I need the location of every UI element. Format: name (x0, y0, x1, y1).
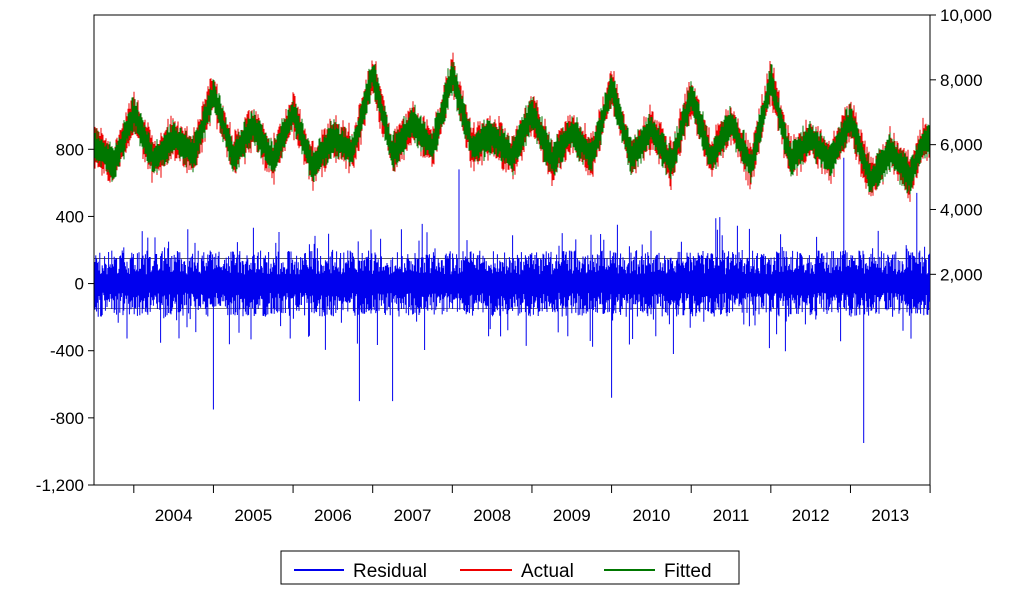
x-axis-tick-label: 2004 (155, 506, 193, 525)
left-axis-tick-label: 800 (56, 140, 84, 159)
right-axis-tick-label: 4,000 (940, 200, 983, 219)
left-axis-tick-label: 400 (56, 207, 84, 226)
legend-label-residual: Residual (353, 561, 427, 582)
right-axis-tick-label: 6,000 (940, 136, 983, 155)
x-axis-tick-label: 2009 (553, 506, 591, 525)
series-residual (94, 157, 930, 443)
series-fitted (94, 52, 930, 202)
left-axis-tick-label: -1,200 (36, 476, 84, 495)
left-axis-tick-label: 0 (75, 275, 84, 294)
x-axis-tick-label: 2007 (394, 506, 432, 525)
series-fitted-line (94, 62, 930, 194)
legend-label-actual: Actual (521, 561, 574, 582)
x-axis-tick-label: 2010 (632, 506, 670, 525)
x-axis-tick-label: 2013 (871, 506, 909, 525)
left-axis: 800 400 0 -400 -800 -1,200 (36, 140, 94, 495)
legend-label-fitted: Fitted (664, 561, 712, 582)
left-axis-tick-label: -400 (50, 342, 84, 361)
x-axis-tick-label: 2008 (473, 506, 511, 525)
right-axis-tick-label: 8,000 (940, 71, 983, 90)
x-axis: 2004 2005 2006 2007 2008 2009 2010 2011 2012 2013 (133, 485, 931, 525)
legend-box (280, 550, 740, 585)
x-axis-tick-label: 2012 (792, 506, 830, 525)
x-axis-tick-label: 2006 (314, 506, 352, 525)
plot-frame (93, 14, 931, 486)
right-axis-tick-label: 2,000 (940, 265, 983, 284)
series-residual-line (94, 157, 930, 443)
x-axis-tick-label: 2011 (713, 506, 750, 525)
right-axis-tick-label: 10,000 (940, 6, 992, 25)
x-axis-tick-label: 2005 (234, 506, 272, 525)
left-axis-tick-label: -800 (50, 409, 84, 428)
legend: Residual Actual Fitted (280, 550, 740, 585)
right-axis: 2,000 4,000 6,000 8,000 10,000 (930, 6, 992, 284)
